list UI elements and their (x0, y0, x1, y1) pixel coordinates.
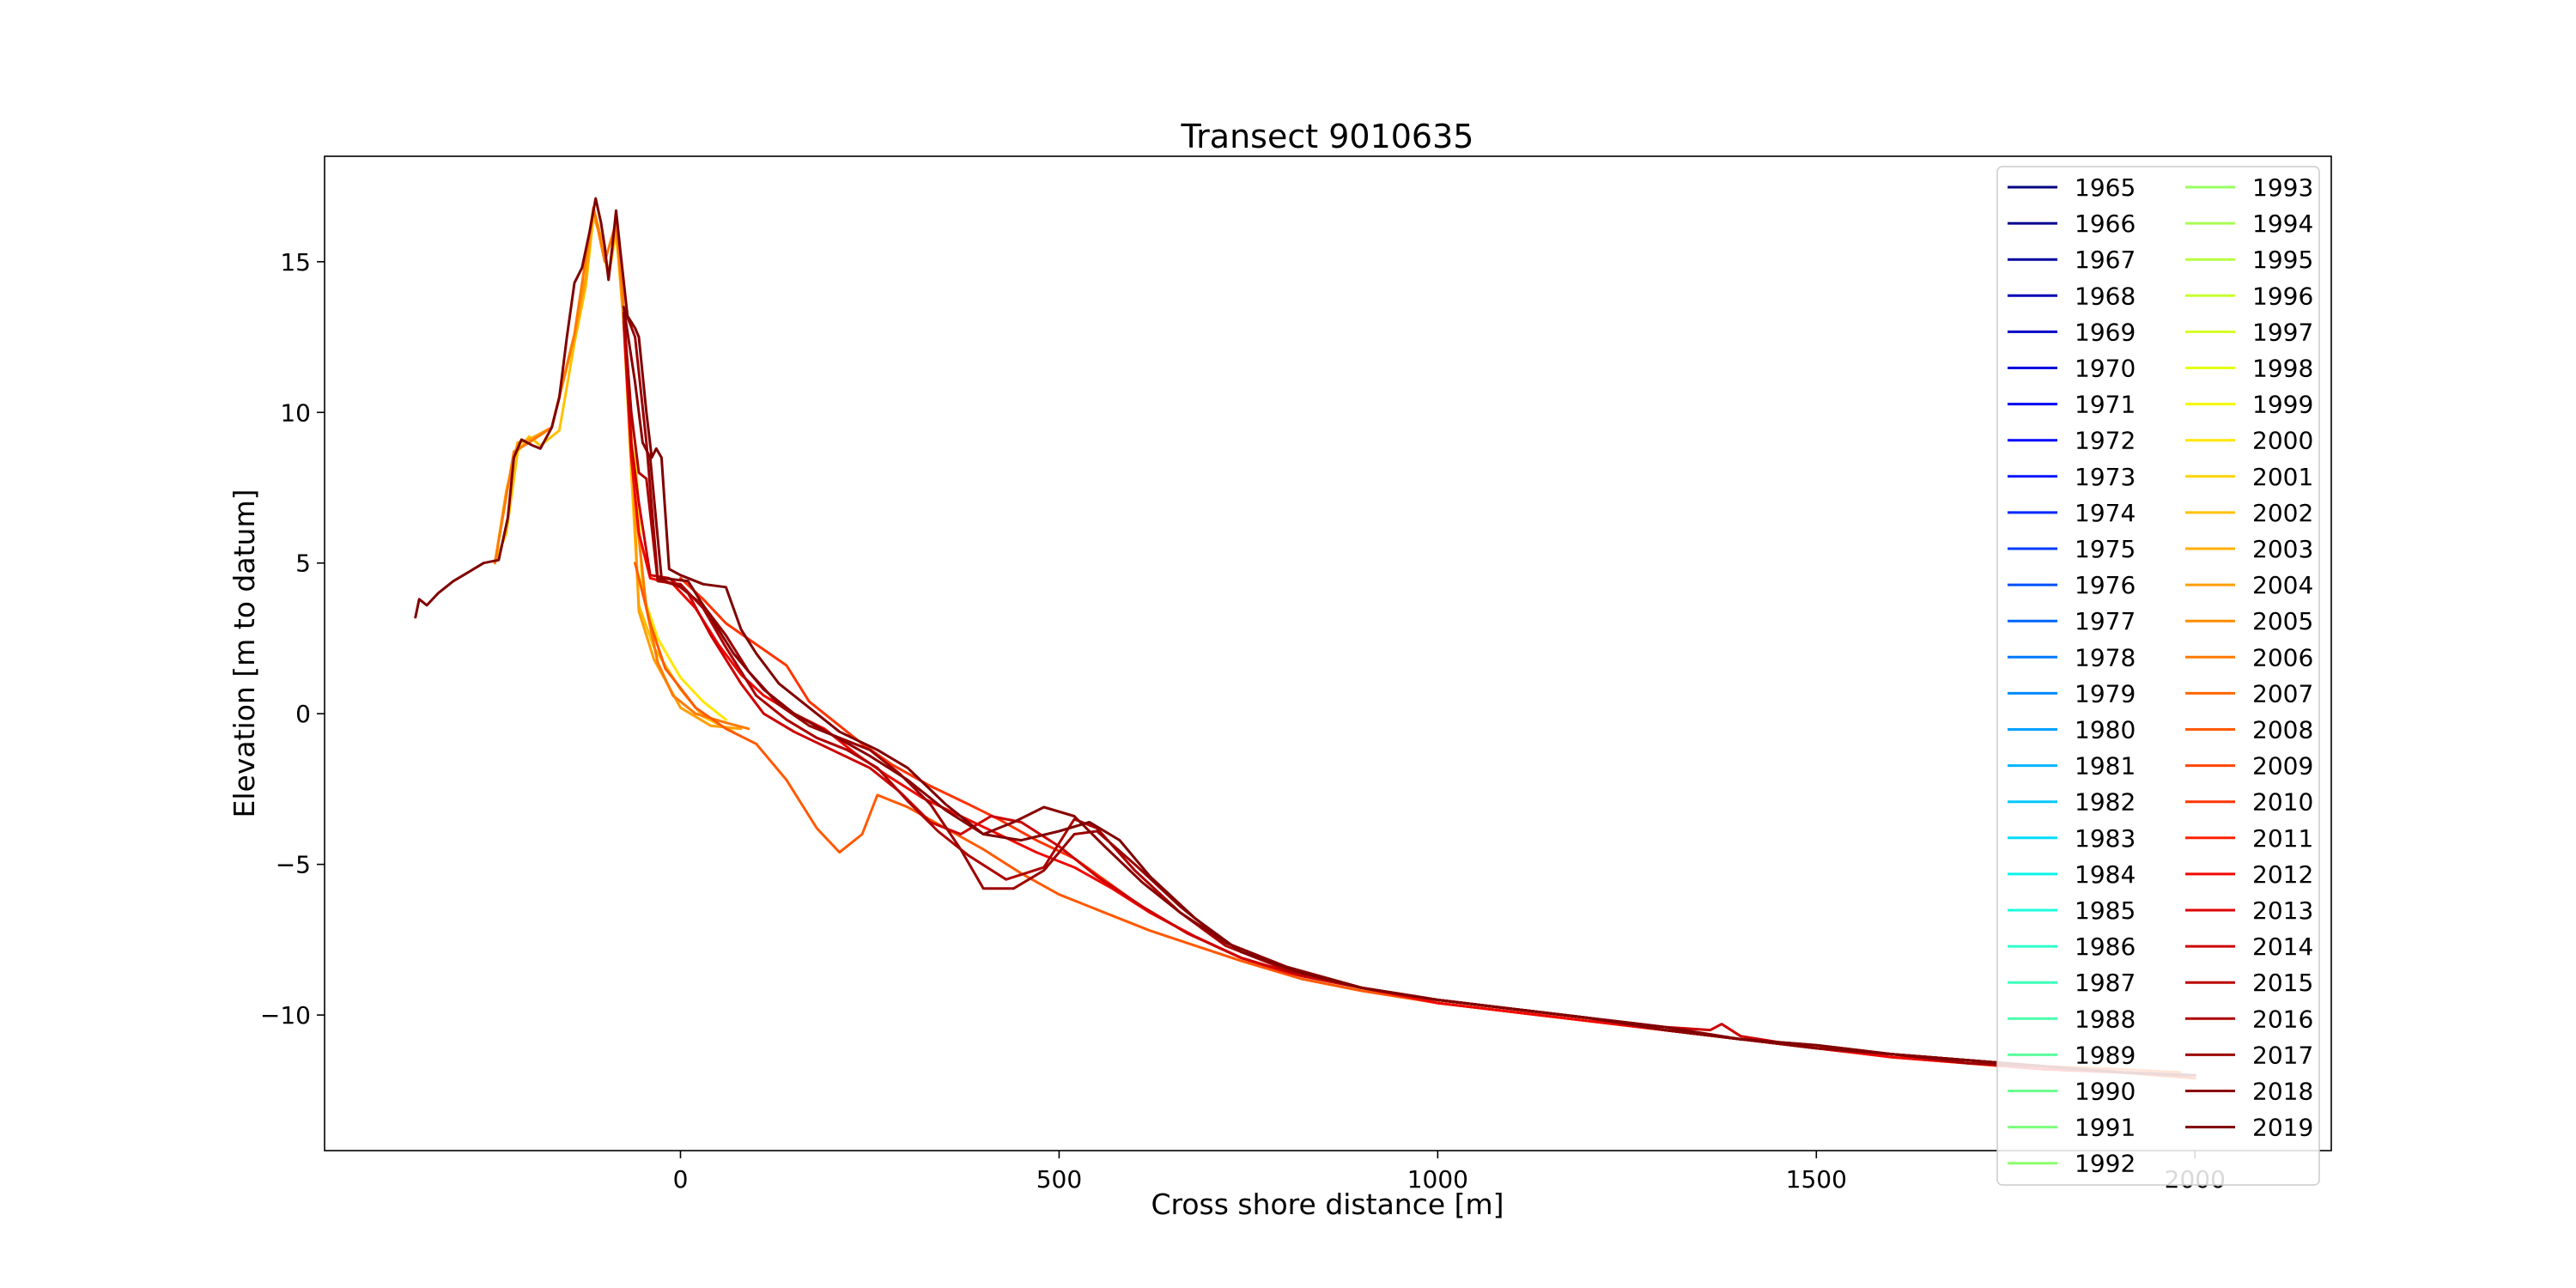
legend-label-1992: 1992 (2075, 1150, 2136, 1178)
legend-label-2001: 2001 (2252, 463, 2313, 491)
x-tick-label: 0 (673, 1165, 689, 1194)
legend-label-2015: 2015 (2252, 969, 2313, 997)
chart-title: Transect 9010635 (1181, 118, 1474, 155)
legend-label-1999: 1999 (2252, 391, 2313, 419)
legend-label-1989: 1989 (2075, 1041, 2136, 1069)
legend-label-2005: 2005 (2252, 607, 2313, 635)
legend-label-1982: 1982 (2075, 788, 2136, 817)
legend-label-1995: 1995 (2252, 246, 2313, 274)
y-tick-label: 15 (280, 248, 311, 276)
legend-label-2008: 2008 (2252, 716, 2313, 744)
y-tick-label: 5 (295, 550, 311, 578)
legend-entries: 1965 1966 1967 1968 1969 1970 1971 1972 1973 1974… (2008, 173, 2313, 1178)
legend-label-1987: 1987 (2075, 969, 2136, 997)
legend-label-2019: 2019 (2252, 1114, 2313, 1142)
legend-label-1977: 1977 (2075, 607, 2136, 635)
y-tick-label: 0 (295, 700, 311, 728)
legend-label-2014: 2014 (2252, 933, 2313, 961)
legend-label-1969: 1969 (2075, 318, 2136, 346)
legend-label-2000: 2000 (2252, 427, 2313, 455)
legend-label-2002: 2002 (2252, 499, 2313, 527)
legend-label-1967: 1967 (2075, 246, 2136, 274)
legend-label-1990: 1990 (2075, 1078, 2136, 1106)
legend-label-2007: 2007 (2252, 679, 2313, 708)
y-axis-label: Elevation [m to datum] (228, 489, 261, 818)
y-tick-label: 10 (280, 398, 311, 427)
legend-label-1984: 1984 (2075, 860, 2136, 889)
legend-label-1998: 1998 (2252, 355, 2313, 383)
legend-label-1983: 1983 (2075, 824, 2136, 853)
x-tick-label: 1500 (1786, 1165, 1847, 1194)
legend-label-2003: 2003 (2252, 535, 2313, 563)
legend-label-1991: 1991 (2075, 1114, 2136, 1142)
legend-label-1972: 1972 (2075, 427, 2136, 455)
legend-label-1973: 1973 (2075, 463, 2136, 491)
x-axis-label: Cross shore distance [m] (1151, 1188, 1504, 1221)
legend-label-1974: 1974 (2075, 499, 2136, 527)
series-line-2019 (414, 197, 2196, 1077)
legend-label-1968: 1968 (2075, 282, 2136, 310)
series-group (414, 197, 2196, 1080)
series-line-2006 (493, 206, 750, 731)
x-tick-label: 1000 (1407, 1165, 1468, 1194)
legend-label-1980: 1980 (2075, 716, 2136, 744)
y-tick-label: −10 (260, 1001, 311, 1030)
legend-label-1975: 1975 (2075, 535, 2136, 563)
legend-label-1985: 1985 (2075, 896, 2136, 925)
legend-box (1996, 166, 2320, 1186)
legend-label-1965: 1965 (2075, 173, 2136, 202)
legend-label-1988: 1988 (2075, 1005, 2136, 1033)
legend-label-2013: 2013 (2252, 896, 2313, 925)
legend-label-2006: 2006 (2252, 643, 2313, 671)
y-axis-ticks: −10 −5 0 5 10 15 (260, 248, 325, 1030)
legend-label-1997: 1997 (2252, 318, 2313, 346)
legend-label-1966: 1966 (2075, 210, 2136, 238)
legend-label-1978: 1978 (2075, 643, 2136, 671)
legend-label-1976: 1976 (2075, 571, 2136, 599)
y-tick-label: −5 (276, 851, 311, 879)
series-line-2014 (622, 314, 2189, 1077)
legend-label-1970: 1970 (2075, 355, 2136, 383)
legend-label-1996: 1996 (2252, 282, 2313, 310)
legend-label-1993: 1993 (2252, 173, 2313, 202)
legend-label-2016: 2016 (2252, 1005, 2313, 1033)
legend-label-1971: 1971 (2075, 391, 2136, 419)
legend-label-1986: 1986 (2075, 933, 2136, 961)
legend-label-2011: 2011 (2252, 824, 2313, 853)
legend-label-2012: 2012 (2252, 860, 2313, 889)
legend-label-1981: 1981 (2075, 752, 2136, 781)
legend-label-2017: 2017 (2252, 1041, 2313, 1069)
x-tick-label: 500 (1036, 1165, 1082, 1194)
legend-label-2009: 2009 (2252, 752, 2313, 781)
legend-label-2010: 2010 (2252, 788, 2313, 817)
legend-label-1994: 1994 (2252, 210, 2313, 238)
legend-label-2004: 2004 (2252, 571, 2313, 599)
plot-frame (324, 155, 2332, 1151)
legend-label-1979: 1979 (2075, 679, 2136, 708)
legend-label-2018: 2018 (2252, 1078, 2313, 1106)
legend: 1965 1966 1967 1968 1969 1970 1971 1972 1973 1974… (1996, 166, 2320, 1186)
